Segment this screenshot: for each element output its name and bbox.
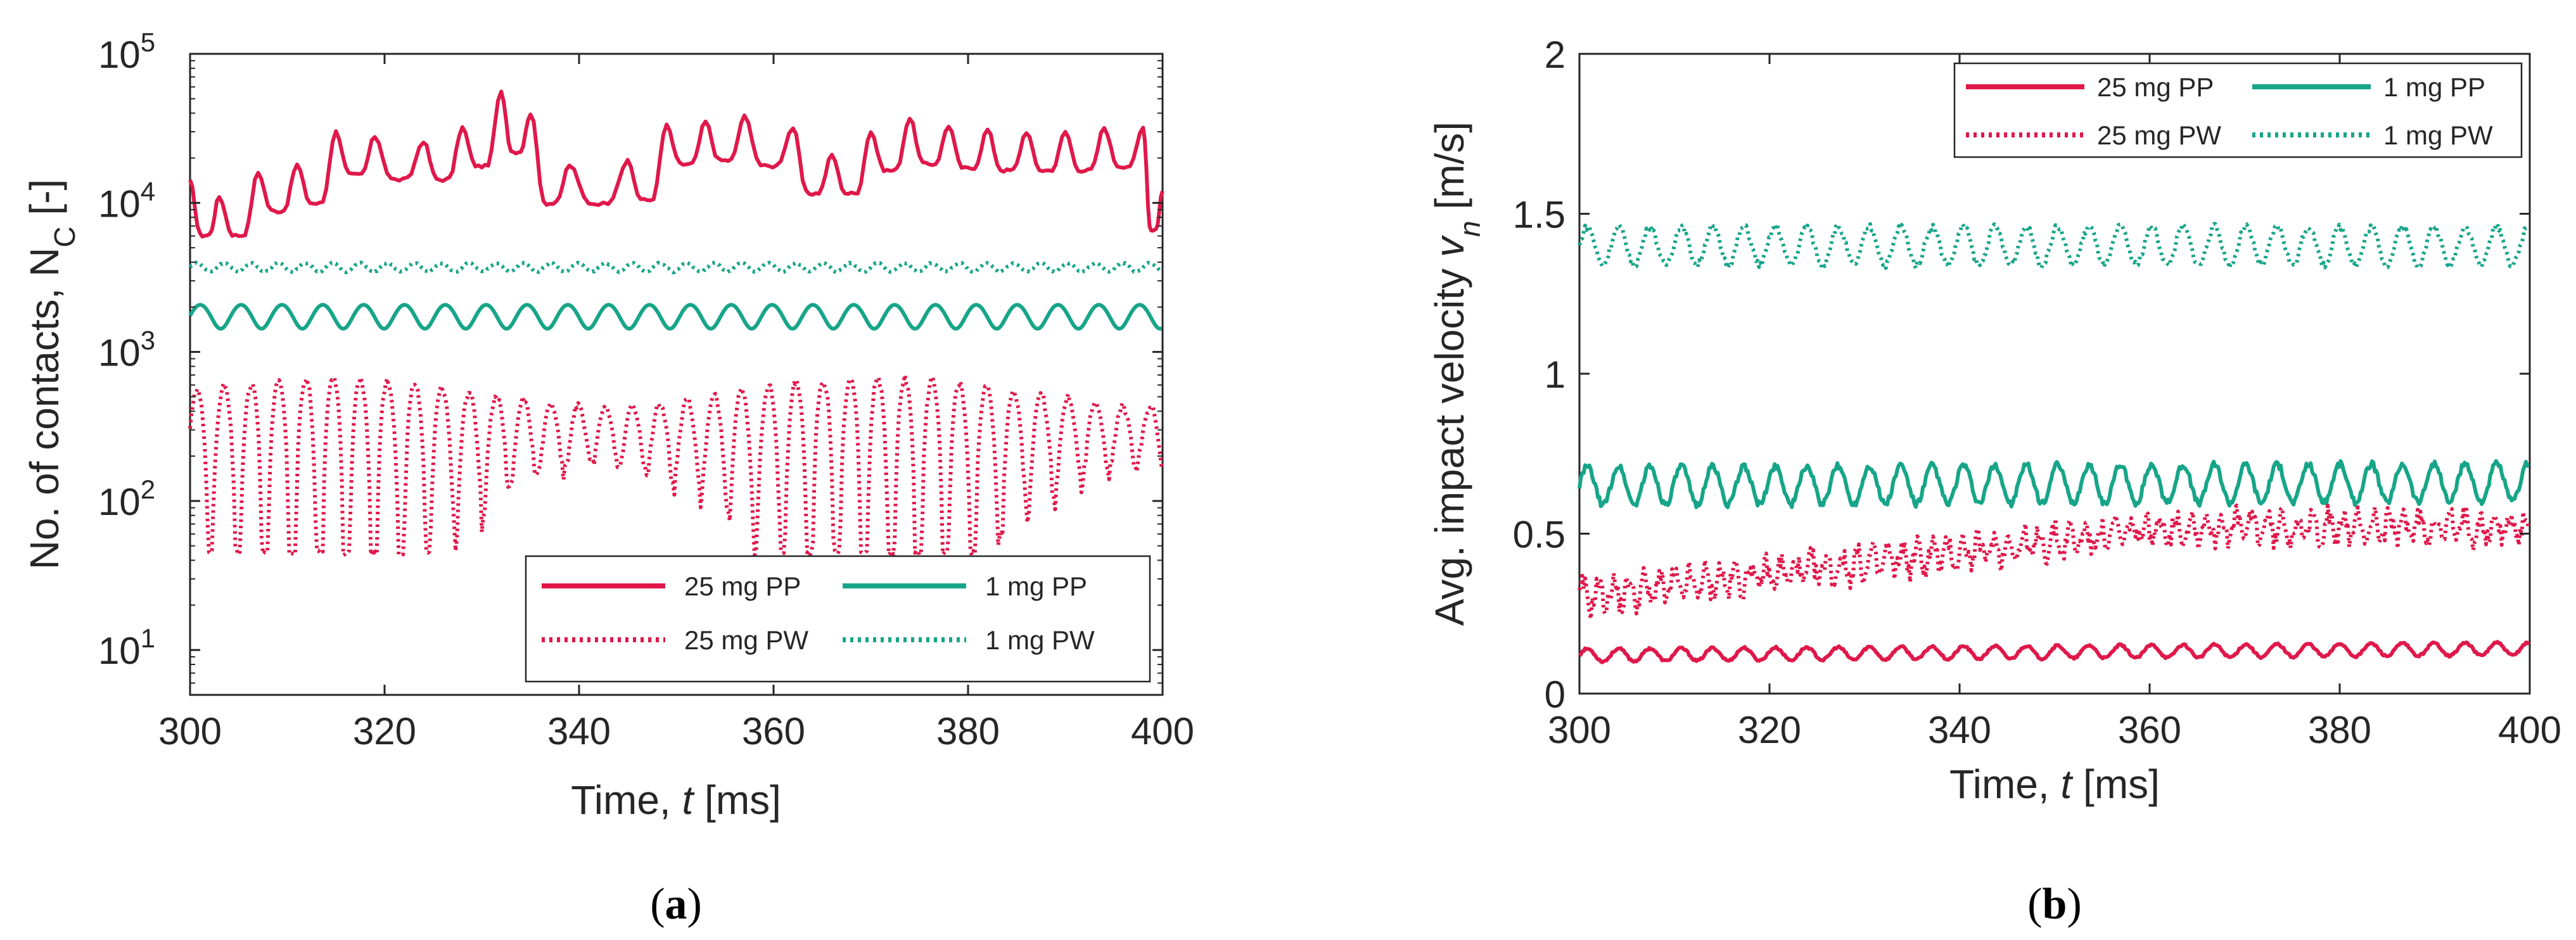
panel-label-a: (a) <box>650 880 702 929</box>
chart-a-legend: 25 mg PP 1 mg PP 25 mg PW 1 mg PW <box>525 555 1151 683</box>
legend-b-label-1mg-pp: 1 mg PP <box>2383 72 2485 102</box>
chart-a-xtick-label: 380 <box>936 710 1000 753</box>
chart-b-xtick-label: 400 <box>2498 709 2561 751</box>
chart-b-series-25mg-pw <box>1578 503 2531 621</box>
chart-a-series-25mg-pw <box>188 372 1164 557</box>
chart-b-xtick-label: 340 <box>1928 709 1991 751</box>
legend-a-label-1mg-pp: 1 mg PP <box>985 571 1087 601</box>
chart-b-y-ticks: 0 0.5 1 1.5 2 <box>1513 34 2530 716</box>
chart-b-xtick-label: 360 <box>2118 709 2181 751</box>
chart-b-axes-box <box>1578 53 2531 695</box>
chart-b: 300 320 340 360 380 400 0 0.5 1 1.5 2 Time, t [ms… <box>1427 34 2561 929</box>
chart-a-ytick-label: 104 <box>98 176 155 225</box>
chart-a-series-25mg-pp <box>188 89 1164 239</box>
chart-a-ytick-label: 105 <box>98 27 155 76</box>
chart-b-plot-area <box>1578 222 2531 664</box>
chart-a-series-1mg-pp <box>188 303 1163 331</box>
chart-a-xtick-label: 360 <box>742 710 805 753</box>
legend-a-label-1mg-pw: 1 mg PW <box>985 625 1095 655</box>
chart-a-xtick-label: 340 <box>547 710 611 753</box>
legend-b-label-25mg-pp: 25 mg PP <box>2097 72 2214 102</box>
chart-b-xlabel: Time, t [ms] <box>1949 761 2160 807</box>
chart-b-xtick-label: 380 <box>2308 709 2371 751</box>
chart-b-xtick-label: 320 <box>1738 709 1801 751</box>
chart-b-legend: 25 mg PP 1 mg PP 25 mg PW 1 mg PW <box>1953 62 2523 158</box>
chart-b-ytick-label: 1 <box>1545 353 1565 396</box>
chart-a-xtick-label: 320 <box>353 710 416 753</box>
chart-b-ylabel: Avg. impact velocity vn [m/s] <box>1427 122 1486 626</box>
legend-b-label-1mg-pw: 1 mg PW <box>2383 120 2493 150</box>
chart-b-xtick-label: 300 <box>1548 709 1611 751</box>
legend-a-label-25mg-pp: 25 mg PP <box>684 571 801 601</box>
chart-a-xlabel: Time, t [ms] <box>571 777 781 823</box>
chart-a-ytick-label: 102 <box>98 474 155 523</box>
chart-b-ytick-label: 0 <box>1545 673 1565 716</box>
chart-a: 300 320 340 360 380 400 101 102 103 104 105 Time,… <box>22 27 1194 929</box>
chart-b-x-ticks: 300 320 340 360 380 400 <box>1548 54 2561 751</box>
chart-a-xtick-label: 300 <box>158 710 222 753</box>
chart-a-ytick-label: 103 <box>98 326 155 374</box>
chart-b-ytick-label: 1.5 <box>1513 194 1565 236</box>
chart-a-xtick-label: 400 <box>1131 710 1194 753</box>
chart-a-x-ticks: 300 320 340 360 380 400 <box>158 54 1194 753</box>
chart-b-series-1mg-pp <box>1578 459 2530 509</box>
chart-a-ytick-label: 101 <box>98 623 155 672</box>
chart-a-plot-area <box>188 89 1164 557</box>
chart-a-ylabel: No. of contacts, NC [-] <box>22 179 81 570</box>
chart-b-series-1mg-pw <box>1578 222 2530 270</box>
chart-b-series-25mg-pp <box>1578 640 2530 664</box>
chart-b-ytick-label: 0.5 <box>1513 514 1565 556</box>
legend-a-label-25mg-pw: 25 mg PW <box>684 625 808 655</box>
chart-b-ytick-label: 2 <box>1545 34 1565 76</box>
legend-b-label-25mg-pw: 25 mg PW <box>2097 120 2221 150</box>
panel-label-b: (b) <box>2027 880 2082 929</box>
